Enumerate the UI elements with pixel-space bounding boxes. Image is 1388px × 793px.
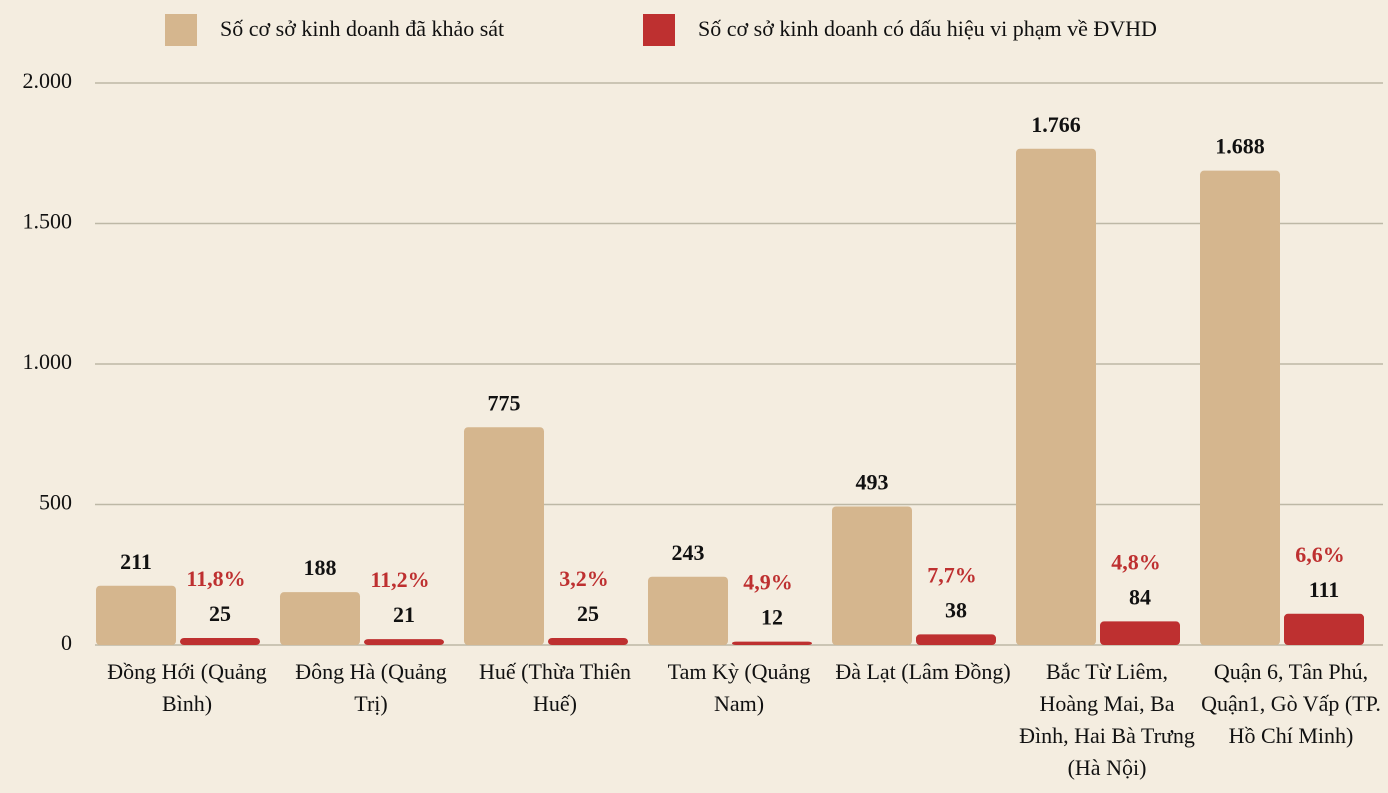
value-label: 111 — [1309, 577, 1340, 602]
value-label: 243 — [672, 540, 705, 565]
x-tick-label: Đông Hà (Quảng Trị) — [295, 659, 447, 716]
bar — [648, 576, 728, 645]
value-label: 25 — [577, 601, 599, 626]
y-tick-label: 0 — [61, 630, 72, 655]
y-tick-label: 1.000 — [23, 349, 73, 374]
bar — [832, 506, 912, 645]
percent-label: 11,8% — [186, 566, 245, 591]
value-label: 493 — [856, 470, 889, 495]
legend-swatch — [643, 14, 675, 46]
percent-label: 11,2% — [370, 567, 429, 592]
bar — [280, 592, 360, 645]
percent-label: 3,2% — [559, 566, 609, 591]
value-label: 1.766 — [1031, 112, 1081, 137]
value-label: 25 — [209, 601, 231, 626]
bar — [180, 637, 260, 645]
bar — [1200, 170, 1280, 645]
value-label: 211 — [120, 549, 152, 574]
bar — [364, 639, 444, 645]
bar — [732, 641, 812, 645]
value-label: 12 — [761, 605, 783, 630]
value-label: 21 — [393, 602, 415, 627]
bar — [96, 585, 176, 645]
x-tick-label: Đồng Hới (Quảng Bình) — [107, 659, 267, 716]
legend-label: Số cơ sở kinh doanh đã khảo sát — [220, 16, 504, 41]
percent-label: 6,6% — [1295, 542, 1345, 567]
x-tick-label: Bắc Từ Liêm, Hoàng Mai, Ba Đình, Hai Bà … — [1019, 659, 1195, 780]
percent-label: 4,8% — [1111, 549, 1161, 574]
bar — [1284, 613, 1364, 645]
value-label: 38 — [945, 597, 967, 622]
x-tick-label: Đà Lạt (Lâm Đồng) — [835, 659, 1011, 684]
y-tick-label: 2.000 — [23, 68, 73, 93]
x-tick-label: Huế (Thừa Thiên Huế) — [478, 659, 632, 716]
bar — [548, 637, 628, 645]
bar — [1016, 148, 1096, 645]
y-tick-label: 500 — [39, 490, 72, 515]
percent-label: 7,7% — [927, 562, 977, 587]
bar — [464, 427, 544, 645]
value-label: 188 — [304, 555, 337, 580]
value-label: 84 — [1129, 584, 1151, 609]
x-tick-label: Quận 6, Tân Phú, Quận1, Gò Vấp (TP. Hồ C… — [1201, 659, 1381, 748]
value-label: 1.688 — [1215, 134, 1265, 159]
x-tick-label: Tam Kỳ (Quảng Nam) — [667, 659, 811, 716]
legend-swatch — [165, 14, 197, 46]
legend-label: Số cơ sở kinh doanh có dấu hiệu vi phạm … — [698, 16, 1157, 41]
percent-label: 4,9% — [743, 570, 793, 595]
bar — [916, 634, 996, 645]
bar — [1100, 621, 1180, 645]
y-tick-label: 1.500 — [23, 209, 73, 234]
value-label: 775 — [488, 390, 521, 415]
